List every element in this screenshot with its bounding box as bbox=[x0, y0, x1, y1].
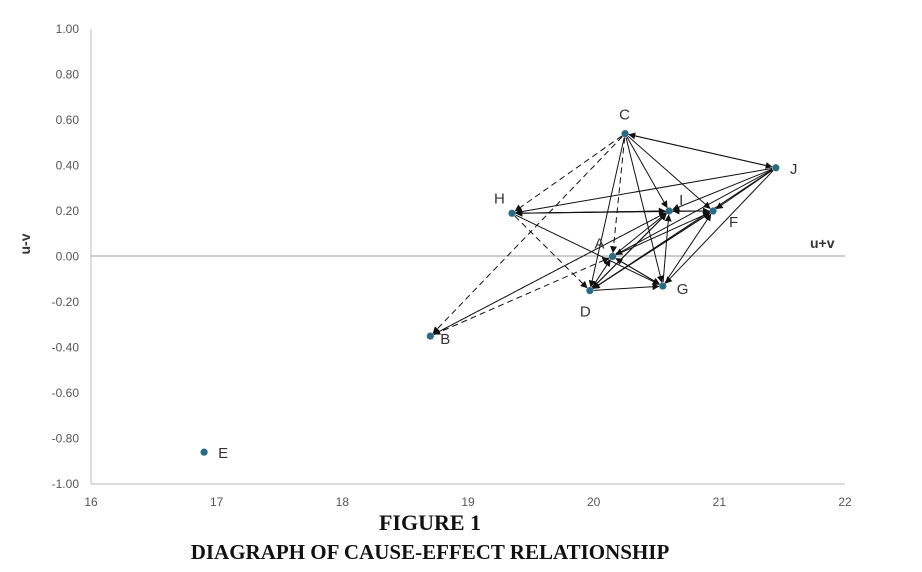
relation-arrows bbox=[432, 132, 774, 335]
relation-arrow-h-d bbox=[514, 215, 588, 289]
relation-arrow-a-f bbox=[615, 212, 711, 256]
x-tick-label: 20 bbox=[587, 495, 601, 509]
relation-arrow-g-i bbox=[662, 214, 672, 283]
relation-arrow-c-b bbox=[432, 136, 623, 334]
y-tick-label: 0.00 bbox=[56, 250, 80, 264]
point-label-e: E bbox=[218, 445, 228, 462]
relation-arrow-c-i bbox=[626, 136, 668, 209]
y-tick-labels: -1.00 -0.80 -0.60 -0.40 -0.20 0.00 0.20 0.40 0.6… bbox=[52, 22, 80, 491]
point-label-a: A bbox=[595, 236, 605, 253]
y-tick-label: -0.40 bbox=[52, 341, 80, 355]
figure-number: FIGURE 1 bbox=[378, 510, 482, 535]
relation-arrow-g-f bbox=[664, 213, 712, 284]
x-axis-label: u+v bbox=[810, 235, 835, 251]
relation-arrow-h-g bbox=[515, 214, 660, 285]
x-tick-label: 17 bbox=[210, 495, 224, 509]
point-label-f: F bbox=[729, 214, 738, 231]
point-label-b: B bbox=[440, 331, 450, 348]
point-label-g: G bbox=[677, 281, 689, 298]
point-label-i: I bbox=[679, 192, 683, 209]
relation-arrow-b-a bbox=[433, 257, 610, 335]
y-tick-label: 0.60 bbox=[56, 113, 80, 127]
relation-arrow-i-b bbox=[433, 212, 666, 335]
point-h bbox=[508, 209, 516, 217]
point-f bbox=[709, 207, 717, 215]
x-tick-labels: 16 17 18 19 20 21 22 bbox=[84, 495, 852, 509]
relation-arrow-j-a bbox=[615, 169, 773, 256]
relation-arrow-g-a bbox=[615, 258, 660, 285]
x-tick-label: 19 bbox=[461, 495, 475, 509]
y-tick-label: 1.00 bbox=[56, 22, 80, 36]
y-tick-label: 0.20 bbox=[56, 204, 80, 218]
point-b bbox=[426, 332, 434, 340]
y-tick-label: -1.00 bbox=[52, 477, 80, 491]
point-j bbox=[772, 164, 780, 172]
relation-arrow-j-c bbox=[628, 132, 773, 168]
y-tick-label: 0.40 bbox=[56, 159, 80, 173]
point-label-h: H bbox=[494, 190, 505, 207]
relation-arrow-d-g bbox=[593, 283, 660, 291]
point-c bbox=[621, 130, 629, 138]
point-label-c: C bbox=[619, 107, 630, 124]
y-tick-label: 0.80 bbox=[56, 68, 80, 82]
point-label-d: D bbox=[580, 304, 591, 321]
relation-arrow-a-i bbox=[615, 213, 667, 255]
relation-arrow-j-g bbox=[665, 170, 774, 284]
x-tick-label: 18 bbox=[336, 495, 350, 509]
point-g bbox=[659, 282, 667, 290]
relation-arrow-c-g bbox=[625, 137, 664, 283]
relation-arrow-c-h bbox=[514, 135, 623, 212]
relation-arrow-j-h bbox=[515, 167, 773, 215]
y-axis-label: u-v bbox=[17, 233, 33, 254]
point-d bbox=[586, 287, 594, 295]
x-tick-label: 22 bbox=[838, 495, 852, 509]
y-tick-label: -0.80 bbox=[52, 432, 80, 446]
point-e bbox=[200, 448, 208, 456]
point-i bbox=[665, 207, 673, 215]
figure-title: DIAGRAPH OF CAUSE-EFFECT RELATIONSHIP bbox=[190, 540, 670, 564]
relation-arrow-j-i bbox=[672, 168, 773, 211]
point-a bbox=[608, 252, 617, 261]
y-tick-label: -0.20 bbox=[52, 295, 80, 309]
relation-arrow-h-i bbox=[515, 207, 666, 215]
x-tick-label: 16 bbox=[84, 495, 98, 509]
relation-arrow-c-f bbox=[627, 135, 711, 209]
relation-arrow-f-d bbox=[592, 212, 710, 289]
y-tick-label: -0.60 bbox=[52, 386, 80, 400]
point-label-j: J bbox=[790, 161, 798, 178]
data-points: A B C D E F G H I J bbox=[200, 107, 798, 462]
diagraph-chart: -1.00 -0.80 -0.60 -0.40 -0.20 0.00 0.20 0.40 0.6… bbox=[17, 22, 852, 509]
x-tick-label: 21 bbox=[713, 495, 727, 509]
relation-arrow-i-d bbox=[592, 213, 667, 289]
